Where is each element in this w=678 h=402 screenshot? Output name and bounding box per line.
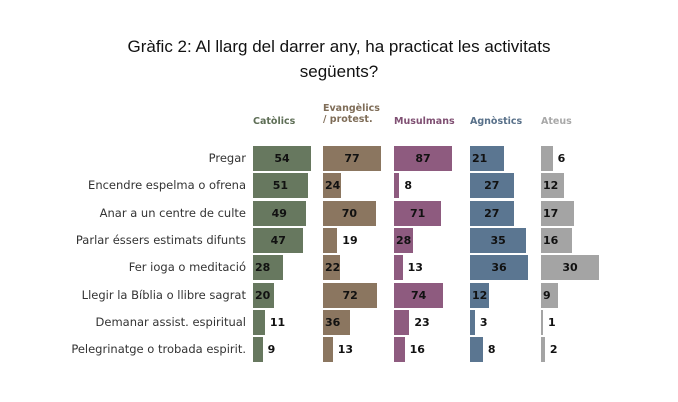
data-label: 8 <box>404 179 412 193</box>
bar <box>323 227 338 253</box>
chart-title-line1: Gràfic 2: Al llarg del darrer any, ha pr… <box>127 37 551 56</box>
bar <box>394 173 400 199</box>
bar <box>541 282 559 308</box>
data-label: 16 <box>543 233 559 247</box>
bar <box>541 200 574 226</box>
bar <box>470 255 528 281</box>
data-label: 12 <box>543 179 559 193</box>
data-label: 35 <box>490 233 506 247</box>
data-label: 3 <box>479 315 488 329</box>
bar <box>470 337 483 363</box>
bar <box>541 173 565 199</box>
bar <box>394 146 452 171</box>
category-label: Llegir la Bíblia o llibre sagrat <box>81 287 246 302</box>
data-label: 19 <box>342 233 358 247</box>
bar <box>323 282 378 308</box>
category-label: Encendre espelma o ofrena <box>88 178 246 193</box>
data-label: 23 <box>414 315 430 329</box>
data-label: 54 <box>274 152 290 165</box>
data-label: 36 <box>325 315 341 329</box>
data-label: 87 <box>415 152 431 165</box>
bar <box>541 255 599 281</box>
data-label: 72 <box>342 288 358 302</box>
bar <box>541 146 553 171</box>
category-label: Anar a un centre de culte <box>99 205 246 220</box>
bar <box>470 146 504 171</box>
series-header: Ateus <box>541 116 572 127</box>
series-header: Evangèlics <box>323 103 380 114</box>
data-label: 16 <box>409 343 425 357</box>
data-label: 74 <box>411 288 427 302</box>
data-label: 28 <box>396 233 412 247</box>
series-header: Musulmans <box>394 116 455 127</box>
bar <box>394 337 405 363</box>
data-label: 70 <box>341 206 358 220</box>
data-label: 20 <box>255 288 271 302</box>
category-label: Pregar <box>208 151 246 165</box>
bar <box>323 173 342 199</box>
data-label: 8 <box>487 343 496 357</box>
data-label: 27 <box>484 206 500 220</box>
bar <box>394 255 403 281</box>
data-label: 47 <box>270 233 286 247</box>
series-header: Agnòstics <box>470 116 523 127</box>
bar <box>394 227 413 253</box>
data-label: 1 <box>548 315 556 329</box>
bar <box>470 309 475 335</box>
data-label: 49 <box>271 206 287 220</box>
bar <box>323 255 340 281</box>
bar <box>470 282 490 308</box>
bar <box>394 200 442 226</box>
data-label: 9 <box>543 288 551 302</box>
category-label: Pelegrinatge o trobada espirit. <box>71 342 246 357</box>
data-label: 11 <box>269 315 286 329</box>
bar <box>253 309 265 335</box>
data-label: 77 <box>344 152 360 165</box>
bar <box>253 146 311 171</box>
bar <box>253 173 308 199</box>
data-label: 28 <box>255 261 271 275</box>
bar <box>253 282 275 308</box>
data-label: 24 <box>325 179 341 193</box>
bar <box>470 200 514 226</box>
category-label: Demanar assist. espiritual <box>95 314 246 329</box>
data-label: 27 <box>484 179 500 193</box>
bar <box>470 227 527 253</box>
data-label: 71 <box>410 206 426 220</box>
bar <box>253 337 263 363</box>
bar <box>253 227 304 253</box>
data-label: 30 <box>562 261 578 275</box>
data-label: 9 <box>267 343 276 357</box>
data-label: 51 <box>272 179 289 193</box>
bar <box>394 282 444 308</box>
bar <box>394 309 410 335</box>
bar <box>541 337 545 363</box>
series-header: Catòlics <box>253 116 296 127</box>
data-label: 36 <box>491 261 507 275</box>
data-label: 12 <box>472 288 488 302</box>
bar <box>323 146 381 171</box>
data-label: 13 <box>407 261 423 275</box>
series-header: / protest. <box>323 114 373 125</box>
bar <box>253 200 306 226</box>
chart-title-line2: següents? <box>299 62 379 81</box>
data-label: 6 <box>557 152 566 165</box>
bar <box>541 227 572 253</box>
data-label: 13 <box>337 343 354 357</box>
bar <box>323 337 333 363</box>
category-label: Fer ioga o meditació <box>128 260 246 275</box>
data-label: 2 <box>549 343 558 357</box>
data-label: 22 <box>325 261 341 275</box>
bar <box>470 173 514 199</box>
bar <box>541 309 543 335</box>
bar <box>323 200 376 226</box>
data-label: 17 <box>543 206 559 220</box>
data-label: 21 <box>472 152 488 165</box>
bar <box>323 309 351 335</box>
bar <box>253 255 284 281</box>
category-label: Parlar éssers estimats difunts <box>75 232 246 247</box>
